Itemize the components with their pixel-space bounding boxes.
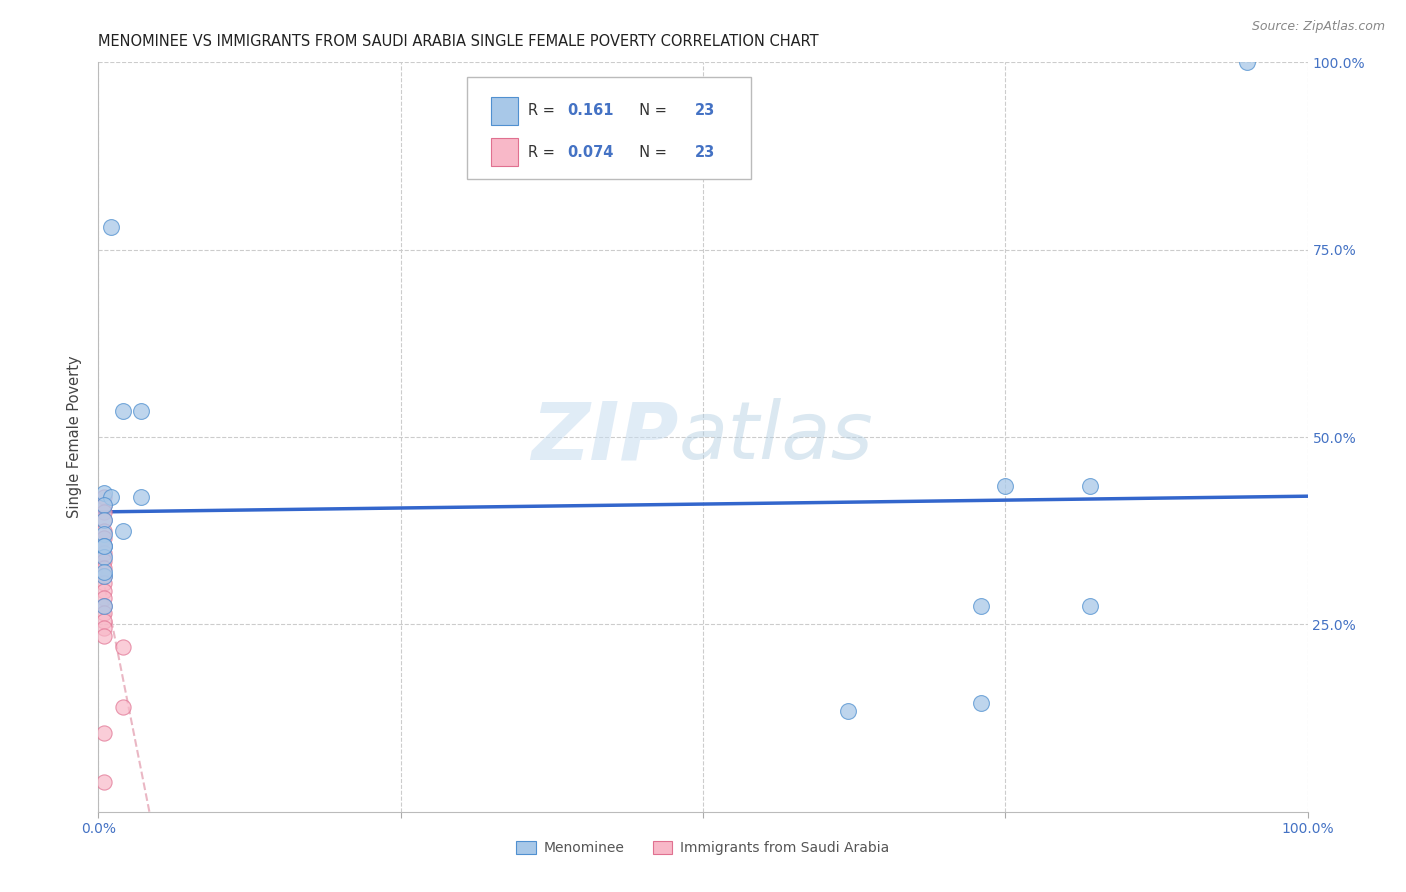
Y-axis label: Single Female Poverty: Single Female Poverty	[67, 356, 83, 518]
Point	[93, 531, 115, 545]
Point	[93, 554, 115, 568]
Point	[111, 524, 134, 538]
Text: 0.074: 0.074	[568, 145, 614, 160]
Text: MENOMINEE VS IMMIGRANTS FROM SAUDI ARABIA SINGLE FEMALE POVERTY CORRELATION CHAR: MENOMINEE VS IMMIGRANTS FROM SAUDI ARABI…	[98, 34, 820, 49]
Point	[93, 498, 115, 512]
Point	[93, 606, 115, 620]
Point	[93, 599, 115, 613]
Point	[93, 539, 115, 553]
Text: R =: R =	[527, 103, 560, 119]
Point	[93, 629, 115, 643]
Text: Source: ZipAtlas.com: Source: ZipAtlas.com	[1251, 20, 1385, 33]
Point	[93, 527, 115, 541]
Point	[93, 505, 115, 519]
Point	[994, 479, 1017, 493]
Bar	[492, 96, 517, 125]
Text: R =: R =	[527, 145, 560, 160]
Point	[93, 490, 115, 504]
Point	[93, 591, 115, 606]
Point	[93, 539, 115, 553]
Point	[129, 490, 152, 504]
Text: atlas: atlas	[679, 398, 873, 476]
Point	[93, 583, 115, 598]
Point	[93, 614, 115, 628]
FancyBboxPatch shape	[467, 78, 751, 178]
Point	[93, 576, 115, 591]
Legend: Menominee, Immigrants from Saudi Arabia: Menominee, Immigrants from Saudi Arabia	[510, 836, 896, 861]
Text: ZIP: ZIP	[531, 398, 679, 476]
Point	[93, 546, 115, 560]
Point	[1236, 55, 1258, 70]
Point	[93, 568, 115, 582]
Point	[129, 404, 152, 418]
Text: N =: N =	[630, 103, 672, 119]
Text: 0.161: 0.161	[568, 103, 614, 119]
Point	[93, 512, 115, 526]
Point	[93, 726, 115, 740]
Point	[93, 621, 115, 635]
Point	[93, 549, 115, 564]
Bar	[492, 138, 517, 167]
Point	[970, 599, 993, 613]
Text: 23: 23	[695, 145, 714, 160]
Point	[970, 696, 993, 710]
Point	[1078, 599, 1101, 613]
Text: N =: N =	[630, 145, 672, 160]
Point	[111, 699, 134, 714]
Point	[93, 486, 115, 500]
Point	[111, 640, 134, 654]
Point	[93, 568, 115, 582]
Point	[93, 561, 115, 575]
Point	[93, 539, 115, 553]
Point	[93, 498, 115, 512]
Point	[100, 490, 122, 504]
Point	[93, 599, 115, 613]
Point	[93, 565, 115, 579]
Point	[93, 774, 115, 789]
Point	[837, 704, 859, 718]
Point	[93, 524, 115, 538]
Point	[111, 404, 134, 418]
Point	[93, 512, 115, 526]
Point	[100, 220, 122, 235]
Point	[1078, 479, 1101, 493]
Text: 23: 23	[695, 103, 714, 119]
